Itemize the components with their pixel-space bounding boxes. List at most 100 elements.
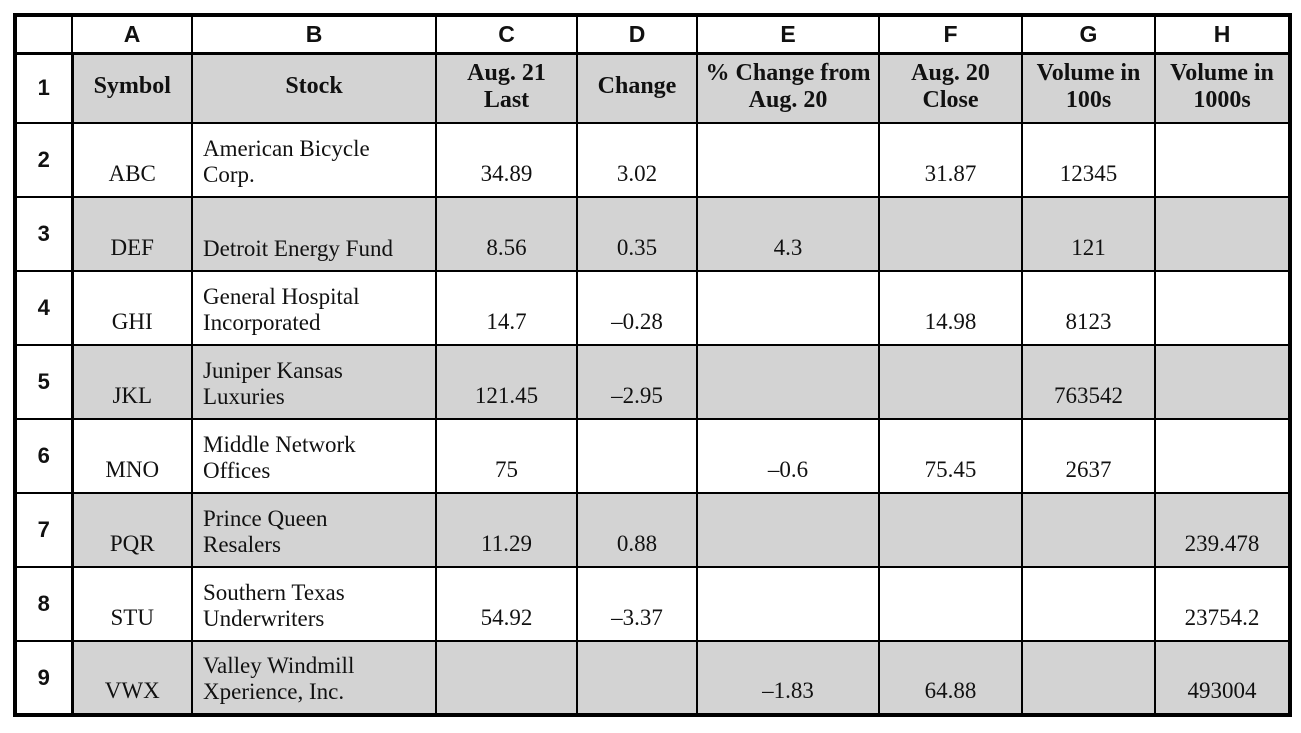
cell-volume-1000s bbox=[1154, 122, 1291, 198]
cell-volume-100s bbox=[1021, 566, 1156, 642]
corner-cell bbox=[14, 14, 73, 55]
cell-aug21-last: 75 bbox=[435, 418, 578, 494]
cell-change: 0.88 bbox=[576, 492, 698, 568]
cell-symbol: DEF bbox=[71, 196, 193, 272]
cell-volume-1000s bbox=[1154, 196, 1291, 272]
row-number: 1 bbox=[14, 52, 74, 124]
header-volume-100s: Volume in 100s bbox=[1021, 52, 1156, 124]
row-number: 2 bbox=[14, 122, 74, 198]
cell-volume-1000s bbox=[1154, 270, 1291, 346]
cell-pct-change bbox=[696, 566, 880, 642]
header-aug20-close: Aug. 20 Close bbox=[878, 52, 1023, 124]
cell-change: –0.28 bbox=[576, 270, 698, 346]
cell-stock: Middle Network Offices bbox=[191, 418, 437, 494]
cell-stock: Valley Windmill Xperience, Inc. bbox=[191, 640, 437, 716]
cell-symbol: ABC bbox=[71, 122, 193, 198]
cell-volume-1000s: 493004 bbox=[1154, 640, 1291, 716]
cell-aug20-close: 14.98 bbox=[878, 270, 1023, 346]
cell-aug20-close bbox=[878, 492, 1023, 568]
cell-aug21-last: 34.89 bbox=[435, 122, 578, 198]
field-headers-row: 1 Symbol Stock Aug. 21 Last Change % Cha… bbox=[14, 52, 1291, 124]
cell-aug21-last: 14.7 bbox=[435, 270, 578, 346]
cell-pct-change bbox=[696, 344, 880, 420]
cell-stock: Southern Texas Underwriters bbox=[191, 566, 437, 642]
header-symbol: Symbol bbox=[71, 52, 193, 124]
spreadsheet: A B C D E F G H 1 Symbol Stock Aug. 21 L… bbox=[13, 13, 1292, 717]
cell-stock: Prince Queen Resalers bbox=[191, 492, 437, 568]
column-header-a: A bbox=[71, 14, 193, 55]
cell-stock: American Bicycle Corp. bbox=[191, 122, 437, 198]
cell-stock: Juniper Kansas Luxuries bbox=[191, 344, 437, 420]
cell-volume-100s bbox=[1021, 640, 1156, 716]
cell-pct-change bbox=[696, 270, 880, 346]
cell-volume-100s: 121 bbox=[1021, 196, 1156, 272]
row-number: 8 bbox=[14, 566, 74, 642]
row-number: 6 bbox=[14, 418, 74, 494]
header-stock: Stock bbox=[191, 52, 437, 124]
column-header-e: E bbox=[696, 14, 880, 55]
cell-pct-change bbox=[696, 122, 880, 198]
row-number: 9 bbox=[14, 640, 74, 716]
cell-symbol: STU bbox=[71, 566, 193, 642]
table-row: 9 VWX Valley Windmill Xperience, Inc. –1… bbox=[14, 640, 1291, 716]
table-row: 7 PQR Prince Queen Resalers 11.29 0.88 2… bbox=[14, 492, 1291, 568]
table-row: 5 JKL Juniper Kansas Luxuries 121.45 –2.… bbox=[14, 344, 1291, 420]
cell-aug20-close: 64.88 bbox=[878, 640, 1023, 716]
cell-symbol: VWX bbox=[71, 640, 193, 716]
header-volume-1000s: Volume in 1000s bbox=[1154, 52, 1291, 124]
table-row: 4 GHI General Hospital Incorporated 14.7… bbox=[14, 270, 1291, 346]
cell-aug20-close bbox=[878, 566, 1023, 642]
table-row: 3 DEF Detroit Energy Fund 8.56 0.35 4.3 … bbox=[14, 196, 1291, 272]
cell-volume-1000s: 239.478 bbox=[1154, 492, 1291, 568]
cell-pct-change: –1.83 bbox=[696, 640, 880, 716]
cell-volume-100s: 8123 bbox=[1021, 270, 1156, 346]
cell-symbol: GHI bbox=[71, 270, 193, 346]
cell-change: 3.02 bbox=[576, 122, 698, 198]
cell-symbol: PQR bbox=[71, 492, 193, 568]
spreadsheet-table: A B C D E F G H 1 Symbol Stock Aug. 21 L… bbox=[13, 13, 1292, 717]
header-aug21-last: Aug. 21 Last bbox=[435, 52, 578, 124]
cell-volume-1000s: 23754.2 bbox=[1154, 566, 1291, 642]
cell-change bbox=[576, 418, 698, 494]
cell-change: 0.35 bbox=[576, 196, 698, 272]
cell-aug21-last: 8.56 bbox=[435, 196, 578, 272]
row-number: 3 bbox=[14, 196, 74, 272]
column-header-f: F bbox=[878, 14, 1023, 55]
column-header-h: H bbox=[1154, 14, 1291, 55]
cell-volume-100s: 12345 bbox=[1021, 122, 1156, 198]
row-number: 4 bbox=[14, 270, 74, 346]
cell-change: –2.95 bbox=[576, 344, 698, 420]
cell-symbol: JKL bbox=[71, 344, 193, 420]
cell-change: –3.37 bbox=[576, 566, 698, 642]
cell-aug20-close bbox=[878, 196, 1023, 272]
cell-aug21-last: 11.29 bbox=[435, 492, 578, 568]
table-row: 6 MNO Middle Network Offices 75 –0.6 75.… bbox=[14, 418, 1291, 494]
cell-pct-change: 4.3 bbox=[696, 196, 880, 272]
cell-pct-change bbox=[696, 492, 880, 568]
cell-pct-change: –0.6 bbox=[696, 418, 880, 494]
cell-aug21-last: 54.92 bbox=[435, 566, 578, 642]
cell-stock: Detroit Energy Fund bbox=[191, 196, 437, 272]
cell-aug21-last: 121.45 bbox=[435, 344, 578, 420]
cell-volume-100s bbox=[1021, 492, 1156, 568]
cell-stock: General Hospital Incorporated bbox=[191, 270, 437, 346]
column-header-g: G bbox=[1021, 14, 1156, 55]
column-header-c: C bbox=[435, 14, 578, 55]
column-header-b: B bbox=[191, 14, 437, 55]
header-pct-change: % Change from Aug. 20 bbox=[696, 52, 880, 124]
cell-volume-1000s bbox=[1154, 344, 1291, 420]
cell-aug21-last bbox=[435, 640, 578, 716]
cell-volume-100s: 763542 bbox=[1021, 344, 1156, 420]
column-letters-row: A B C D E F G H bbox=[14, 14, 1291, 55]
table-row: 8 STU Southern Texas Underwriters 54.92 … bbox=[14, 566, 1291, 642]
row-number: 7 bbox=[14, 492, 74, 568]
cell-change bbox=[576, 640, 698, 716]
cell-aug20-close: 31.87 bbox=[878, 122, 1023, 198]
row-number: 5 bbox=[14, 344, 74, 420]
cell-volume-1000s bbox=[1154, 418, 1291, 494]
cell-volume-100s: 2637 bbox=[1021, 418, 1156, 494]
cell-aug20-close bbox=[878, 344, 1023, 420]
cell-aug20-close: 75.45 bbox=[878, 418, 1023, 494]
cell-symbol: MNO bbox=[71, 418, 193, 494]
table-row: 2 ABC American Bicycle Corp. 34.89 3.02 … bbox=[14, 122, 1291, 198]
